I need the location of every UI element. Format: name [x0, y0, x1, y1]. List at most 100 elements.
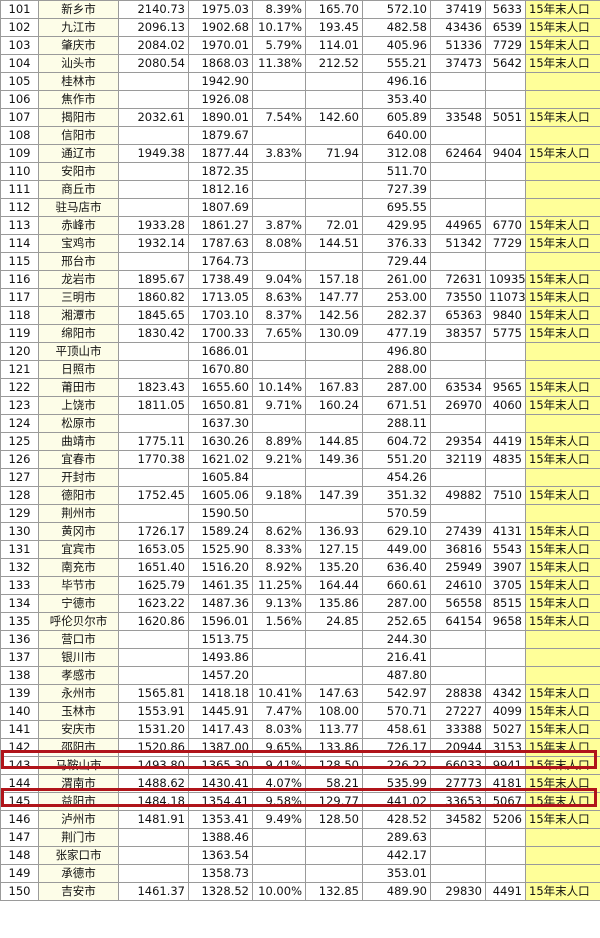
rank: 141 — [0, 720, 39, 739]
city: 绵阳市 — [38, 324, 119, 343]
cell-value: 128.50 — [305, 810, 363, 829]
city: 营口市 — [38, 630, 119, 649]
cell-note: 15年末人口 — [525, 306, 600, 325]
cell-value — [485, 72, 526, 91]
city: 孝感市 — [38, 666, 119, 685]
city: 宁德市 — [38, 594, 119, 613]
cell-value — [118, 864, 189, 883]
table-row: 104 汕头市 2080.54 1868.03 11.38% 212.52 555.21 37… — [0, 54, 600, 73]
cell-value — [485, 630, 526, 649]
cell-value: 20944 — [430, 738, 486, 757]
cell-value: 477.19 — [362, 324, 431, 343]
cell-note: 15年末人口 — [525, 558, 600, 577]
cell-value: 1484.18 — [118, 792, 189, 811]
cell-value: 5067 — [485, 792, 526, 811]
cell-value: 244.30 — [362, 630, 431, 649]
cell-percent: 8.62% — [252, 522, 306, 541]
cell-percent — [252, 72, 306, 91]
cell-value: 1365.30 — [188, 756, 253, 775]
rank: 146 — [0, 810, 39, 829]
rank: 118 — [0, 306, 39, 325]
cell-value: 1703.10 — [188, 306, 253, 325]
cell-value: 7729 — [485, 234, 526, 253]
city: 安阳市 — [38, 162, 119, 181]
rank: 124 — [0, 414, 39, 433]
cell-value — [430, 864, 486, 883]
cell-value — [118, 504, 189, 523]
rank: 134 — [0, 594, 39, 613]
rank: 148 — [0, 846, 39, 865]
cell-value — [118, 90, 189, 109]
cell-value: 1387.00 — [188, 738, 253, 757]
cell-value: 288.00 — [362, 360, 431, 379]
cell-value: 287.00 — [362, 378, 431, 397]
cell-value: 1975.03 — [188, 0, 253, 19]
cell-percent: 9.41% — [252, 756, 306, 775]
cell-value: 36816 — [430, 540, 486, 559]
cell-percent: 8.03% — [252, 720, 306, 739]
rank: 103 — [0, 36, 39, 55]
cell-percent: 9.65% — [252, 738, 306, 757]
rank: 115 — [0, 252, 39, 271]
cell-percent — [252, 342, 306, 361]
cell-value: 2080.54 — [118, 54, 189, 73]
cell-value — [430, 630, 486, 649]
table-row: 126 宜春市 1770.38 1621.02 9.21% 149.36 551.20 321… — [0, 450, 600, 469]
cell-value: 34582 — [430, 810, 486, 829]
cell-value: 1650.81 — [188, 396, 253, 415]
cell-value: 132.85 — [305, 882, 363, 901]
cell-value — [430, 126, 486, 145]
cell-value: 73550 — [430, 288, 486, 307]
cell-value — [305, 72, 363, 91]
cell-note: 15年末人口 — [525, 486, 600, 505]
cell-value: 1596.01 — [188, 612, 253, 631]
cell-percent: 8.33% — [252, 540, 306, 559]
cell-note: 15年末人口 — [525, 882, 600, 901]
cell-note: 15年末人口 — [525, 450, 600, 469]
cell-value: 1811.05 — [118, 396, 189, 415]
cell-percent: 1.56% — [252, 612, 306, 631]
cell-value: 1461.35 — [188, 576, 253, 595]
cell-value: 65363 — [430, 306, 486, 325]
cell-value: 1623.22 — [118, 594, 189, 613]
cell-value — [305, 630, 363, 649]
cell-value: 1860.82 — [118, 288, 189, 307]
cell-value: 56558 — [430, 594, 486, 613]
cell-value — [118, 180, 189, 199]
cell-value: 1481.91 — [118, 810, 189, 829]
city: 宝鸡市 — [38, 234, 119, 253]
cell-note: 15年末人口 — [525, 216, 600, 235]
cell-percent: 9.49% — [252, 810, 306, 829]
rank: 111 — [0, 180, 39, 199]
cell-value: 1942.90 — [188, 72, 253, 91]
cell-percent: 5.79% — [252, 36, 306, 55]
cell-note: 15年末人口 — [525, 432, 600, 451]
cell-value: 51342 — [430, 234, 486, 253]
cell-value: 572.10 — [362, 0, 431, 19]
cell-value: 5543 — [485, 540, 526, 559]
table-row: 118 湘潭市 1845.65 1703.10 8.37% 142.56 282.37 653… — [0, 306, 600, 325]
cell-value: 6539 — [485, 18, 526, 37]
cell-value: 1770.38 — [118, 450, 189, 469]
cell-percent: 10.14% — [252, 378, 306, 397]
cell-value: 429.95 — [362, 216, 431, 235]
cell-value: 4835 — [485, 450, 526, 469]
table-row: 122 莆田市 1823.43 1655.60 10.14% 167.83 287.00 63… — [0, 378, 600, 397]
rank: 149 — [0, 864, 39, 883]
table-row: 103 肇庆市 2084.02 1970.01 5.79% 114.01 405.96 513… — [0, 36, 600, 55]
cell-percent — [252, 180, 306, 199]
cell-value: 441.02 — [362, 792, 431, 811]
cell-value — [118, 630, 189, 649]
table-row: 124 松原市 1637.30 288.11 — [0, 414, 600, 433]
cell-value: 1488.62 — [118, 774, 189, 793]
cell-value: 1713.05 — [188, 288, 253, 307]
cell-value — [118, 342, 189, 361]
cell-percent: 9.71% — [252, 396, 306, 415]
rank: 126 — [0, 450, 39, 469]
cell-value: 442.17 — [362, 846, 431, 865]
cell-value: 1353.41 — [188, 810, 253, 829]
city: 南充市 — [38, 558, 119, 577]
table-row: 106 焦作市 1926.08 353.40 — [0, 90, 600, 109]
table-row: 117 三明市 1860.82 1713.05 8.63% 147.77 253.00 735… — [0, 288, 600, 307]
cell-percent — [252, 90, 306, 109]
